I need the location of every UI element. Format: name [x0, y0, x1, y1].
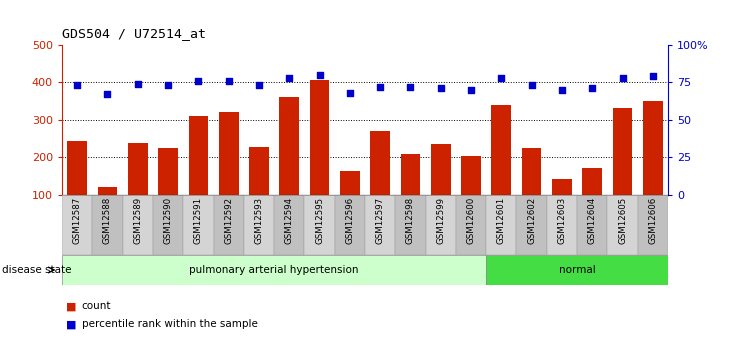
Point — [435, 86, 447, 91]
Bar — [365, 195, 396, 255]
Bar — [158, 148, 178, 233]
Bar — [638, 195, 668, 255]
Point — [162, 82, 174, 88]
Text: GSM12598: GSM12598 — [406, 197, 415, 244]
Text: GSM12593: GSM12593 — [255, 197, 264, 244]
Text: count: count — [82, 302, 111, 311]
Point — [193, 78, 204, 83]
Point — [556, 87, 568, 92]
Bar — [128, 143, 147, 233]
Text: GSM12606: GSM12606 — [648, 197, 657, 244]
Text: GSM12602: GSM12602 — [527, 197, 536, 244]
Bar — [214, 195, 244, 255]
Bar — [643, 101, 663, 233]
Text: GSM12587: GSM12587 — [73, 197, 82, 244]
Point — [283, 75, 295, 81]
Bar — [426, 195, 456, 255]
Point — [586, 86, 598, 91]
Bar — [522, 148, 542, 233]
Text: GSM12594: GSM12594 — [285, 197, 293, 244]
Bar — [431, 144, 450, 233]
Bar — [456, 195, 486, 255]
Bar — [183, 195, 214, 255]
Text: ■: ■ — [66, 302, 76, 311]
Point — [647, 73, 658, 79]
Point — [101, 92, 113, 97]
Text: GSM12596: GSM12596 — [345, 197, 354, 244]
Bar — [396, 195, 426, 255]
Text: GSM12591: GSM12591 — [194, 197, 203, 244]
Point — [465, 87, 477, 92]
Bar — [123, 195, 153, 255]
Bar — [153, 195, 183, 255]
Bar — [280, 97, 299, 233]
Bar — [188, 116, 208, 233]
Bar — [401, 154, 420, 233]
Text: ■: ■ — [66, 319, 76, 329]
Bar — [607, 195, 638, 255]
Bar — [244, 195, 274, 255]
Text: percentile rank within the sample: percentile rank within the sample — [82, 319, 258, 329]
Bar — [249, 147, 269, 233]
Text: GSM12595: GSM12595 — [315, 197, 324, 244]
Text: disease state: disease state — [2, 265, 72, 275]
Bar — [552, 179, 572, 233]
Bar — [486, 255, 668, 285]
Point — [132, 81, 144, 87]
Point — [223, 78, 234, 83]
Bar — [304, 195, 335, 255]
Point — [496, 75, 507, 81]
Point — [374, 84, 386, 90]
Bar — [486, 195, 517, 255]
Point — [253, 82, 265, 88]
Text: pulmonary arterial hypertension: pulmonary arterial hypertension — [189, 265, 359, 275]
Text: GSM12600: GSM12600 — [466, 197, 475, 244]
Text: normal: normal — [558, 265, 596, 275]
Bar — [62, 255, 486, 285]
Bar — [219, 112, 239, 233]
Text: GSM12597: GSM12597 — [376, 197, 385, 244]
Bar — [335, 195, 365, 255]
Bar — [577, 195, 607, 255]
Text: GSM12599: GSM12599 — [437, 197, 445, 244]
Bar — [461, 156, 481, 233]
Text: GSM12590: GSM12590 — [164, 197, 172, 244]
Point — [344, 90, 356, 96]
Point — [526, 82, 537, 88]
Point — [404, 84, 416, 90]
Bar — [274, 195, 304, 255]
Text: GSM12601: GSM12601 — [497, 197, 506, 244]
Text: GSM12604: GSM12604 — [588, 197, 596, 244]
Text: GSM12603: GSM12603 — [558, 197, 566, 244]
Text: GSM12589: GSM12589 — [134, 197, 142, 244]
Bar — [62, 195, 93, 255]
Bar — [340, 171, 360, 233]
Text: GSM12592: GSM12592 — [224, 197, 233, 244]
Bar — [98, 187, 118, 233]
Text: GSM12605: GSM12605 — [618, 197, 627, 244]
Bar — [93, 195, 123, 255]
Bar — [583, 168, 602, 233]
Bar — [310, 80, 329, 233]
Bar — [547, 195, 577, 255]
Point — [72, 82, 83, 88]
Text: GSM12588: GSM12588 — [103, 197, 112, 244]
Bar — [67, 140, 87, 233]
Bar — [517, 195, 547, 255]
Point — [314, 72, 326, 78]
Bar — [370, 131, 390, 233]
Bar — [612, 108, 632, 233]
Point — [617, 75, 629, 81]
Text: GDS504 / U72514_at: GDS504 / U72514_at — [62, 27, 206, 40]
Bar — [491, 105, 511, 233]
